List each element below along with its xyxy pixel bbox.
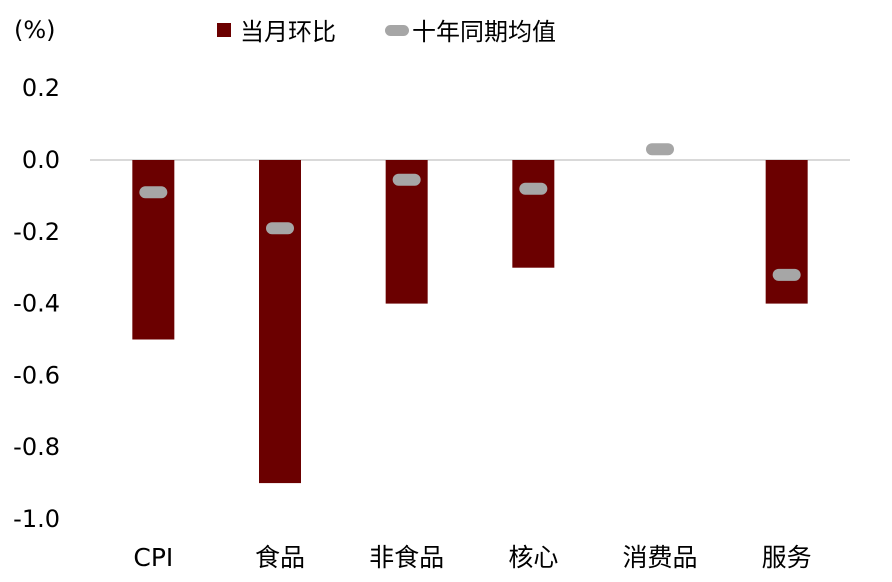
y-tick-label: 0.2 <box>22 74 60 102</box>
y-tick-label: -0.4 <box>13 290 60 318</box>
legend-swatch-marker <box>385 25 409 36</box>
category-label: 食品 <box>255 543 305 572</box>
category-label: 非食品 <box>369 543 444 572</box>
bar-1 <box>259 160 301 484</box>
legend: 当月环比 十年同期均值 <box>217 18 556 46</box>
legend-label-marker: 十年同期均值 <box>412 18 556 46</box>
y-axis-ticks: 0.2 0.0 -0.2 -0.4 -0.6 -0.8 -1.0 <box>13 74 60 533</box>
legend-swatch-bar <box>217 23 231 37</box>
marker-1 <box>266 222 294 235</box>
y-tick-label: -0.8 <box>13 433 60 461</box>
marker-2 <box>392 173 421 186</box>
x-axis-categories: CPI 食品 非食品 核心 消费品 服务 <box>133 543 811 572</box>
category-label: CPI <box>133 543 173 572</box>
bar-3 <box>512 160 555 268</box>
marker-series <box>139 143 801 281</box>
y-tick-label: -0.6 <box>13 361 60 389</box>
category-label: 消费品 <box>622 543 697 572</box>
y-tick-label: 0.0 <box>22 146 60 174</box>
category-label: 核心 <box>508 543 558 572</box>
legend-label-bar: 当月环比 <box>240 18 336 46</box>
marker-3 <box>519 182 548 195</box>
marker-5 <box>772 268 801 281</box>
marker-0 <box>139 186 168 199</box>
y-tick-label: -0.2 <box>13 218 60 246</box>
y-unit-label: (%) <box>14 16 56 44</box>
marker-4 <box>646 143 674 156</box>
bar-series <box>132 160 808 484</box>
category-label: 服务 <box>762 543 812 572</box>
bar-5 <box>765 160 808 304</box>
y-tick-label: -1.0 <box>13 505 60 533</box>
